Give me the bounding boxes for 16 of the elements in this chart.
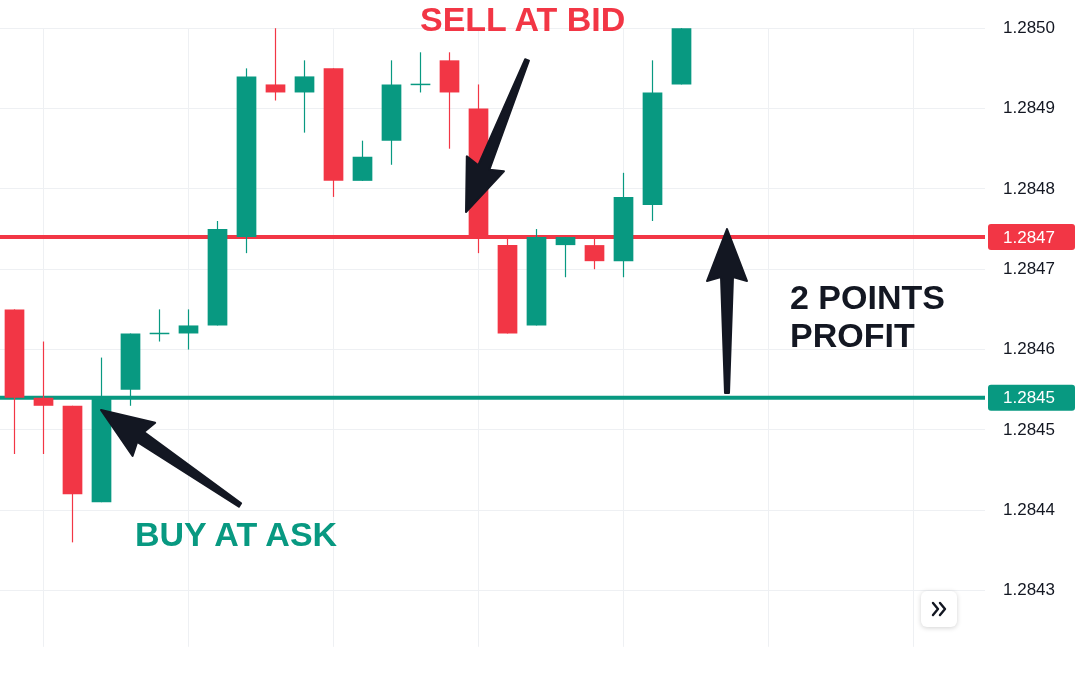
annotation: BUY AT ASK: [135, 515, 338, 553]
y-tick-label: 1.2845: [1003, 419, 1055, 439]
candlestick: [265, 27, 286, 102]
y-tick-label: 1.2844: [1003, 499, 1055, 519]
candlestick: [294, 59, 315, 134]
annotation: 2 POINTS PROFIT: [790, 278, 946, 354]
y-tick-label: 1.2848: [1003, 178, 1055, 198]
y-tick-label: 1.2847: [1003, 258, 1055, 278]
annotation: SELL AT BID: [420, 0, 626, 38]
y-tick-label: 1.2850: [1003, 17, 1055, 37]
candlestick: [33, 340, 54, 455]
y-tick-label: 1.2849: [1003, 98, 1055, 118]
candlestick: [555, 236, 576, 278]
candlestick: [178, 308, 199, 351]
y-tick-label: 1.2843: [1003, 580, 1055, 600]
y-tick-label: 1.2846: [1003, 339, 1055, 359]
